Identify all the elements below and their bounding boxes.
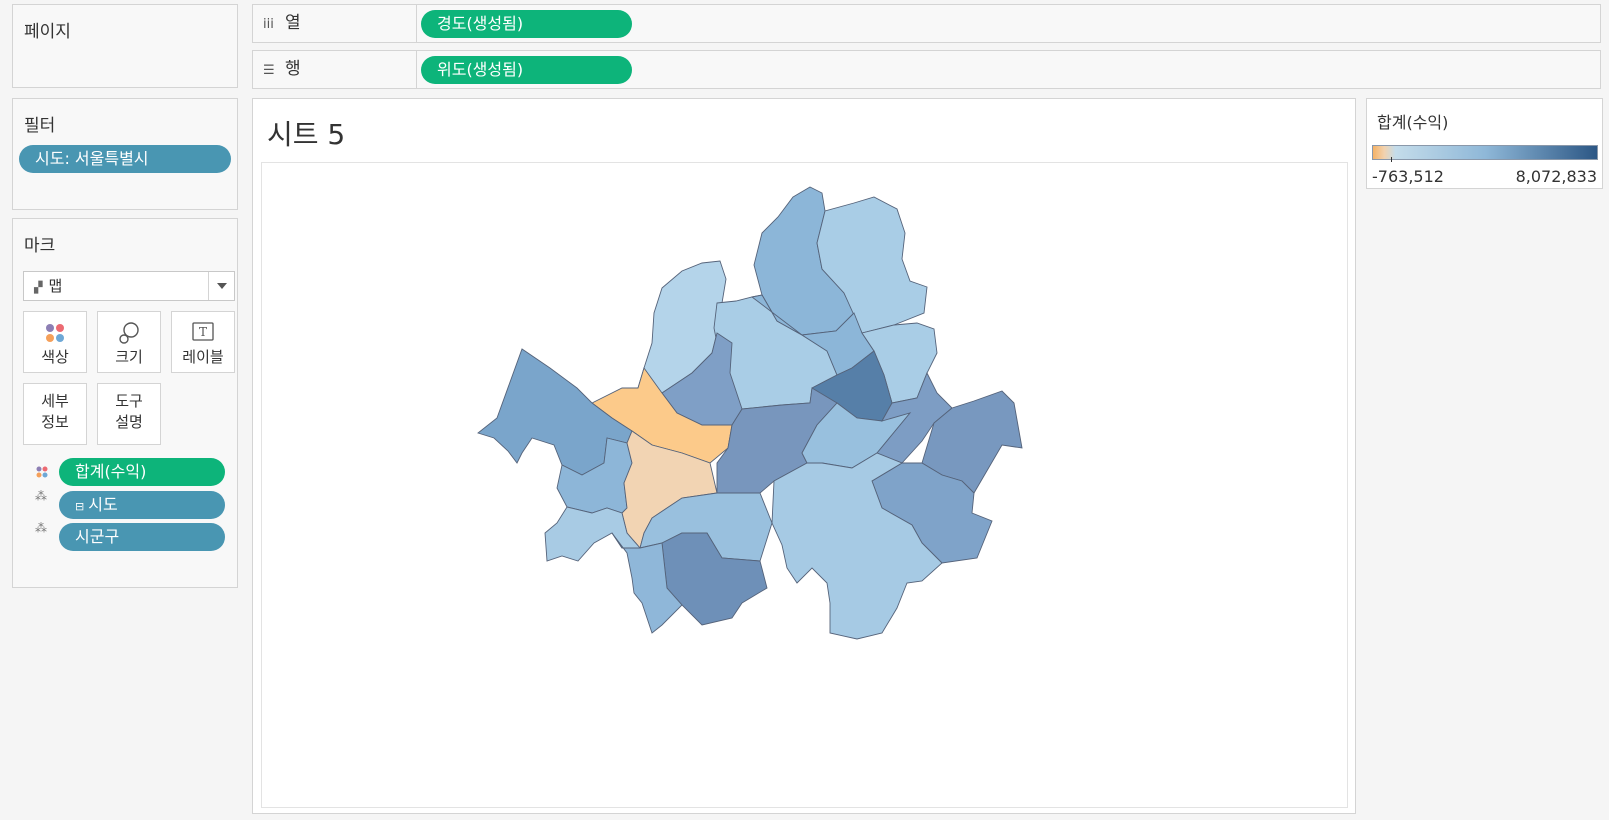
legend-zero-tick	[1391, 157, 1392, 162]
color-button[interactable]: 색상	[23, 311, 87, 373]
label-button[interactable]: T 레이블	[171, 311, 235, 373]
filters-panel-title: 필터	[24, 116, 56, 136]
rows-shelf-label: ☰ 행	[253, 51, 417, 88]
tooltip-button-label-1: 도구	[115, 392, 143, 410]
color-button-label: 색상	[41, 348, 69, 366]
legend-min-label: -763,512	[1372, 167, 1444, 186]
sheet-view: 시트 5	[252, 98, 1356, 814]
detail-button-label-1: 세부	[41, 392, 69, 410]
district-region[interactable]	[771, 452, 943, 640]
color-icon	[24, 320, 86, 346]
columns-shelf[interactable]: iii 열 경도(생성됨)	[252, 4, 1601, 43]
filters-panel: 필터 시도: 서울특별시	[12, 98, 238, 210]
district-region[interactable]	[816, 196, 928, 334]
detail-button-label-2: 정보	[41, 413, 69, 431]
text-label-icon: T	[172, 320, 234, 346]
color-legend: 합계(수익) -763,512 8,072,833	[1366, 98, 1603, 189]
legend-max-label: 8,072,833	[1515, 167, 1597, 186]
longitude-pill[interactable]: 경도(생성됨)	[421, 10, 632, 38]
size-button-label: 크기	[115, 348, 143, 366]
mark-type-value: 맵	[48, 277, 63, 295]
legend-title: 합계(수익)	[1377, 113, 1449, 132]
tooltip-button[interactable]: 도구 설명	[97, 383, 161, 445]
latitude-pill[interactable]: 위도(생성됨)	[421, 56, 632, 84]
chevron-down-icon[interactable]	[208, 272, 234, 300]
legend-color-ramp	[1372, 145, 1598, 160]
detail-field-pill-sigungu[interactable]: 시군구	[59, 523, 225, 551]
detail-button[interactable]: 세부 정보	[23, 383, 87, 445]
map-icon: ▞	[34, 281, 43, 294]
collapse-icon: ⊟	[75, 500, 85, 513]
filter-pill-sido[interactable]: 시도: 서울특별시	[19, 145, 231, 173]
color-field-icon	[35, 465, 49, 482]
rows-label-text: 행	[285, 59, 301, 79]
district-region[interactable]	[611, 532, 683, 634]
marks-panel-title: 마크	[24, 236, 56, 256]
svg-text:T: T	[199, 325, 207, 339]
marks-panel: 마크 ▞ 맵 색상 크기 T 레이블 세부 정보	[12, 218, 238, 588]
size-icon	[98, 320, 160, 346]
label-button-label: 레이블	[182, 348, 224, 366]
sheet-title: 시트 5	[267, 118, 346, 151]
color-field-pill[interactable]: 합계(수익)	[59, 458, 225, 486]
district-region[interactable]	[921, 390, 1023, 494]
pages-panel-title: 페이지	[24, 22, 71, 42]
detail-field-pill-sido[interactable]: ⊟ 시도	[59, 491, 225, 519]
size-button[interactable]: 크기	[97, 311, 161, 373]
seoul-choropleth-map[interactable]	[262, 163, 1349, 809]
rows-shelf[interactable]: ☰ 행 위도(생성됨)	[252, 50, 1601, 89]
map-canvas[interactable]	[261, 162, 1348, 808]
columns-icon: iii	[263, 17, 274, 32]
detail-field-pill-sido-text: 시도	[88, 495, 118, 514]
tooltip-button-label-2: 설명	[115, 413, 143, 431]
pages-panel: 페이지	[12, 4, 238, 88]
rows-icon: ☰	[263, 63, 275, 78]
mark-type-dropdown[interactable]: ▞ 맵	[23, 271, 235, 301]
detail-field-icon: ⁂	[35, 489, 47, 503]
columns-shelf-label: iii 열	[253, 5, 417, 42]
columns-label-text: 열	[285, 13, 301, 33]
detail-field-icon-2: ⁂	[35, 521, 47, 535]
